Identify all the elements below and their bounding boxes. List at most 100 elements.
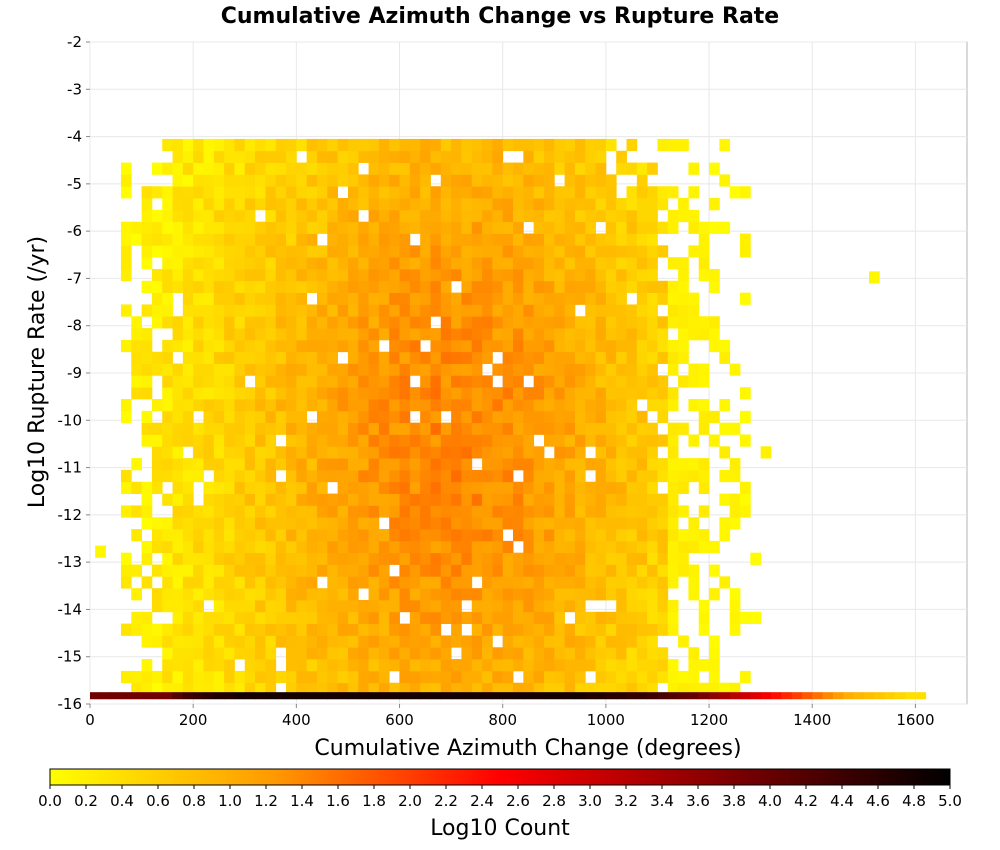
heatmap-cell bbox=[172, 647, 184, 660]
heatmap-cell bbox=[389, 481, 400, 494]
heatmap-cell bbox=[409, 469, 421, 483]
heatmap-cell bbox=[667, 576, 679, 589]
heatmap-cell bbox=[224, 623, 235, 636]
heatmap-cell bbox=[543, 339, 555, 353]
heatmap-cell bbox=[162, 422, 173, 435]
heatmap-cell bbox=[688, 434, 700, 447]
colorbar-tick-label: 1.6 bbox=[326, 792, 350, 810]
heatmap-cell bbox=[182, 186, 194, 199]
heatmap-cell bbox=[203, 328, 215, 341]
colorbar-tick-label: 2.2 bbox=[434, 792, 458, 810]
y-tick-label: -4 bbox=[67, 128, 82, 146]
heatmap-cell bbox=[543, 493, 555, 506]
heatmap-cell bbox=[492, 186, 504, 199]
heatmap-cell bbox=[709, 588, 720, 601]
heatmap-cell bbox=[347, 493, 359, 506]
heatmap-cell bbox=[616, 162, 627, 175]
heatmap-cell bbox=[337, 446, 349, 459]
heatmap-cell bbox=[595, 469, 607, 483]
heatmap-cell bbox=[688, 469, 700, 483]
heatmap-cell bbox=[698, 611, 710, 625]
heatmap-cell bbox=[461, 670, 473, 684]
heatmap-cell bbox=[471, 186, 483, 199]
heatmap-cell bbox=[616, 505, 627, 518]
heatmap-cell bbox=[647, 635, 658, 648]
heatmap-cell bbox=[316, 505, 328, 518]
heatmap-cell bbox=[244, 363, 256, 376]
heatmap-cell bbox=[513, 209, 524, 223]
heatmap-cell bbox=[523, 186, 535, 199]
heatmap-cell-bottom bbox=[595, 692, 607, 700]
heatmap-cell bbox=[337, 611, 349, 625]
heatmap-cell bbox=[327, 623, 339, 636]
heatmap-cell bbox=[564, 304, 576, 317]
heatmap-cell bbox=[337, 576, 349, 589]
heatmap-cell bbox=[595, 233, 607, 246]
heatmap-cell bbox=[698, 623, 710, 636]
heatmap-cell bbox=[451, 458, 462, 471]
heatmap-cell bbox=[678, 682, 689, 695]
heatmap-cell bbox=[213, 611, 225, 625]
heatmap-cell bbox=[182, 292, 194, 305]
heatmap-cell bbox=[420, 387, 431, 400]
heatmap-cell bbox=[203, 233, 215, 246]
heatmap-cell bbox=[316, 659, 328, 672]
heatmap-cell bbox=[451, 564, 462, 577]
heatmap-cell bbox=[306, 399, 318, 412]
heatmap-cell bbox=[234, 198, 246, 211]
heatmap-cell bbox=[193, 588, 204, 601]
heatmap-cell bbox=[337, 375, 349, 388]
heatmap-cell bbox=[709, 682, 720, 695]
heatmap-cell bbox=[296, 458, 308, 471]
heatmap-cell bbox=[451, 670, 462, 684]
heatmap-cell bbox=[162, 304, 173, 317]
heatmap-cell bbox=[605, 410, 617, 424]
heatmap-cell bbox=[286, 351, 297, 364]
heatmap-cell bbox=[688, 529, 700, 542]
heatmap-cell bbox=[709, 635, 720, 648]
heatmap-cell-bottom bbox=[255, 692, 266, 700]
heatmap-cell bbox=[585, 304, 596, 317]
heatmap-cell bbox=[316, 375, 328, 388]
heatmap-cell bbox=[286, 209, 297, 223]
heatmap-cell bbox=[605, 328, 617, 341]
y-tick-label: -16 bbox=[58, 695, 83, 713]
heatmap-cell bbox=[513, 410, 524, 424]
heatmap-cell bbox=[636, 481, 648, 494]
heatmap-cell bbox=[574, 505, 586, 518]
heatmap-cell bbox=[636, 659, 648, 672]
heatmap-cell bbox=[647, 186, 658, 199]
heatmap-cell bbox=[709, 564, 720, 577]
heatmap-cell bbox=[430, 599, 442, 613]
heatmap-cell bbox=[409, 221, 421, 234]
heatmap-cell bbox=[430, 670, 442, 684]
heatmap-cell bbox=[667, 529, 679, 542]
heatmap-cell bbox=[182, 517, 194, 530]
heatmap-cell bbox=[502, 505, 514, 518]
heatmap-cell bbox=[337, 363, 349, 376]
heatmap-cell bbox=[430, 682, 442, 695]
heatmap-cell bbox=[523, 682, 535, 695]
heatmap-cell-bottom bbox=[688, 692, 700, 700]
heatmap-cell bbox=[626, 446, 638, 459]
heatmap-cell bbox=[482, 469, 493, 483]
heatmap-cell bbox=[265, 588, 277, 601]
heatmap-cell bbox=[440, 363, 452, 376]
heatmap-cell bbox=[358, 280, 369, 294]
heatmap-cell bbox=[513, 198, 524, 211]
heatmap-cell bbox=[286, 387, 297, 400]
heatmap-cell bbox=[141, 540, 153, 554]
heatmap-cell bbox=[306, 245, 318, 258]
heatmap-cell bbox=[616, 399, 627, 412]
heatmap-cell bbox=[327, 363, 339, 376]
heatmap-cell bbox=[244, 410, 256, 424]
heatmap-cell bbox=[667, 304, 679, 317]
heatmap-cell bbox=[461, 410, 473, 424]
heatmap-cell bbox=[451, 339, 462, 353]
heatmap-cell bbox=[141, 576, 153, 589]
heatmap-cell bbox=[461, 198, 473, 211]
heatmap-cell bbox=[502, 198, 514, 211]
colorbar-tick-label: 2.8 bbox=[542, 792, 566, 810]
heatmap-cell bbox=[605, 576, 617, 589]
heatmap-cell bbox=[574, 363, 586, 376]
